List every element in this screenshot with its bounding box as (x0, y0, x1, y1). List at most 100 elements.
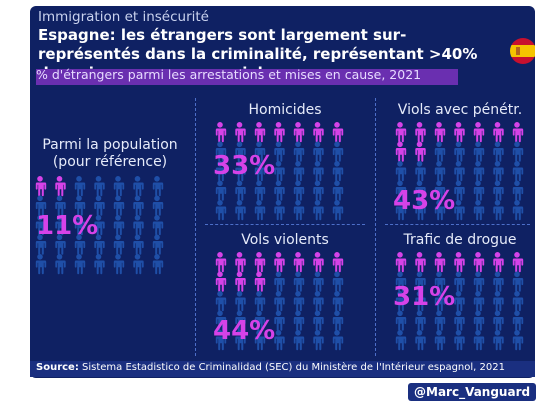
person-icon (273, 161, 285, 182)
person-icon-highlighted (492, 252, 504, 273)
person-icon-highlighted (414, 141, 426, 162)
person-icon (395, 271, 407, 292)
person-icon (512, 271, 524, 292)
person-icon (215, 291, 227, 312)
person-icon (414, 200, 426, 221)
person-icon-highlighted (414, 252, 426, 273)
pictogram-vols (215, 252, 344, 351)
person-icon (473, 330, 485, 351)
person-icon (293, 310, 305, 331)
person-icon (434, 161, 446, 182)
person-icon (473, 291, 485, 312)
person-icon (453, 310, 465, 331)
person-icon (93, 215, 105, 236)
person-icon (453, 141, 465, 162)
person-icon (293, 161, 305, 182)
person-icon (453, 161, 465, 182)
person-icon (492, 310, 504, 331)
percent-viols: 43% (393, 186, 456, 216)
person-icon (453, 271, 465, 292)
chart-subtitle: % d'étrangers parmi les arrestations et … (36, 67, 422, 82)
person-icon (453, 330, 465, 351)
person-icon (54, 234, 66, 255)
person-icon-highlighted (312, 252, 324, 273)
panel-title-homicides: Homicides (248, 102, 322, 118)
person-icon (132, 195, 144, 216)
person-icon (35, 234, 47, 255)
person-icon (132, 176, 144, 197)
person-icon-highlighted (473, 122, 485, 143)
person-icon-highlighted (512, 252, 524, 273)
person-icon-highlighted (293, 122, 305, 143)
person-icon-highlighted (234, 252, 246, 273)
person-icon (512, 200, 524, 221)
panel-title-population: Parmi la population (pour référence) (42, 137, 178, 170)
person-icon (414, 180, 426, 201)
person-icon (473, 161, 485, 182)
person-icon (453, 291, 465, 312)
person-icon-highlighted (395, 141, 407, 162)
person-icon (152, 215, 164, 236)
person-icon (395, 161, 407, 182)
person-icon (234, 161, 246, 182)
divider-vertical-1 (195, 98, 196, 356)
infographic-card: Immigration et insécurité Espagne: les é… (30, 6, 535, 378)
person-icon (473, 180, 485, 201)
person-icon (512, 310, 524, 331)
person-icon-highlighted (332, 122, 344, 143)
person-icon (512, 161, 524, 182)
person-icon (434, 330, 446, 351)
kicker: Immigration et insécurité (38, 9, 209, 25)
person-icon (332, 200, 344, 221)
person-icon (273, 271, 285, 292)
person-icon (254, 310, 266, 331)
person-icon (215, 161, 227, 182)
person-icon (473, 141, 485, 162)
subtitle-bar (36, 69, 458, 85)
person-icon (273, 141, 285, 162)
person-icon (473, 271, 485, 292)
pictogram-population (35, 176, 164, 275)
person-icon-highlighted (312, 122, 324, 143)
person-icon (434, 200, 446, 221)
person-icon (113, 195, 125, 216)
person-icon (74, 234, 86, 255)
person-icon-highlighted (215, 252, 227, 273)
person-icon (395, 180, 407, 201)
person-icon (254, 161, 266, 182)
person-icon (332, 291, 344, 312)
person-icon (473, 200, 485, 221)
pictogram-drogue (395, 252, 524, 351)
person-icon-highlighted (35, 176, 47, 197)
person-icon-highlighted (54, 176, 66, 197)
percent-vols: 44% (213, 316, 276, 346)
person-icon (74, 176, 86, 197)
person-icon (492, 180, 504, 201)
source-note: Source: Sistema Estadistico de Criminali… (36, 362, 505, 373)
person-icon-highlighted (215, 271, 227, 292)
person-icon (273, 310, 285, 331)
person-icon (312, 271, 324, 292)
person-icon (74, 254, 86, 275)
person-icon-highlighted (273, 122, 285, 143)
person-icon (35, 254, 47, 275)
person-icon (234, 291, 246, 312)
person-icon (512, 141, 524, 162)
person-icon (332, 180, 344, 201)
pictogram-viols (395, 122, 524, 221)
person-icon (414, 310, 426, 331)
person-icon (132, 215, 144, 236)
person-icon-highlighted (332, 252, 344, 273)
person-icon (312, 180, 324, 201)
source-bar (30, 361, 535, 377)
person-icon (492, 330, 504, 351)
person-icon (395, 200, 407, 221)
person-icon (93, 176, 105, 197)
person-icon (492, 200, 504, 221)
person-icon (434, 291, 446, 312)
source-text: Sistema Estadistico de Criminalidad (SEC… (78, 362, 505, 373)
person-icon-highlighted (234, 271, 246, 292)
person-icon (414, 330, 426, 351)
person-icon-highlighted (434, 252, 446, 273)
person-icon-highlighted (254, 122, 266, 143)
